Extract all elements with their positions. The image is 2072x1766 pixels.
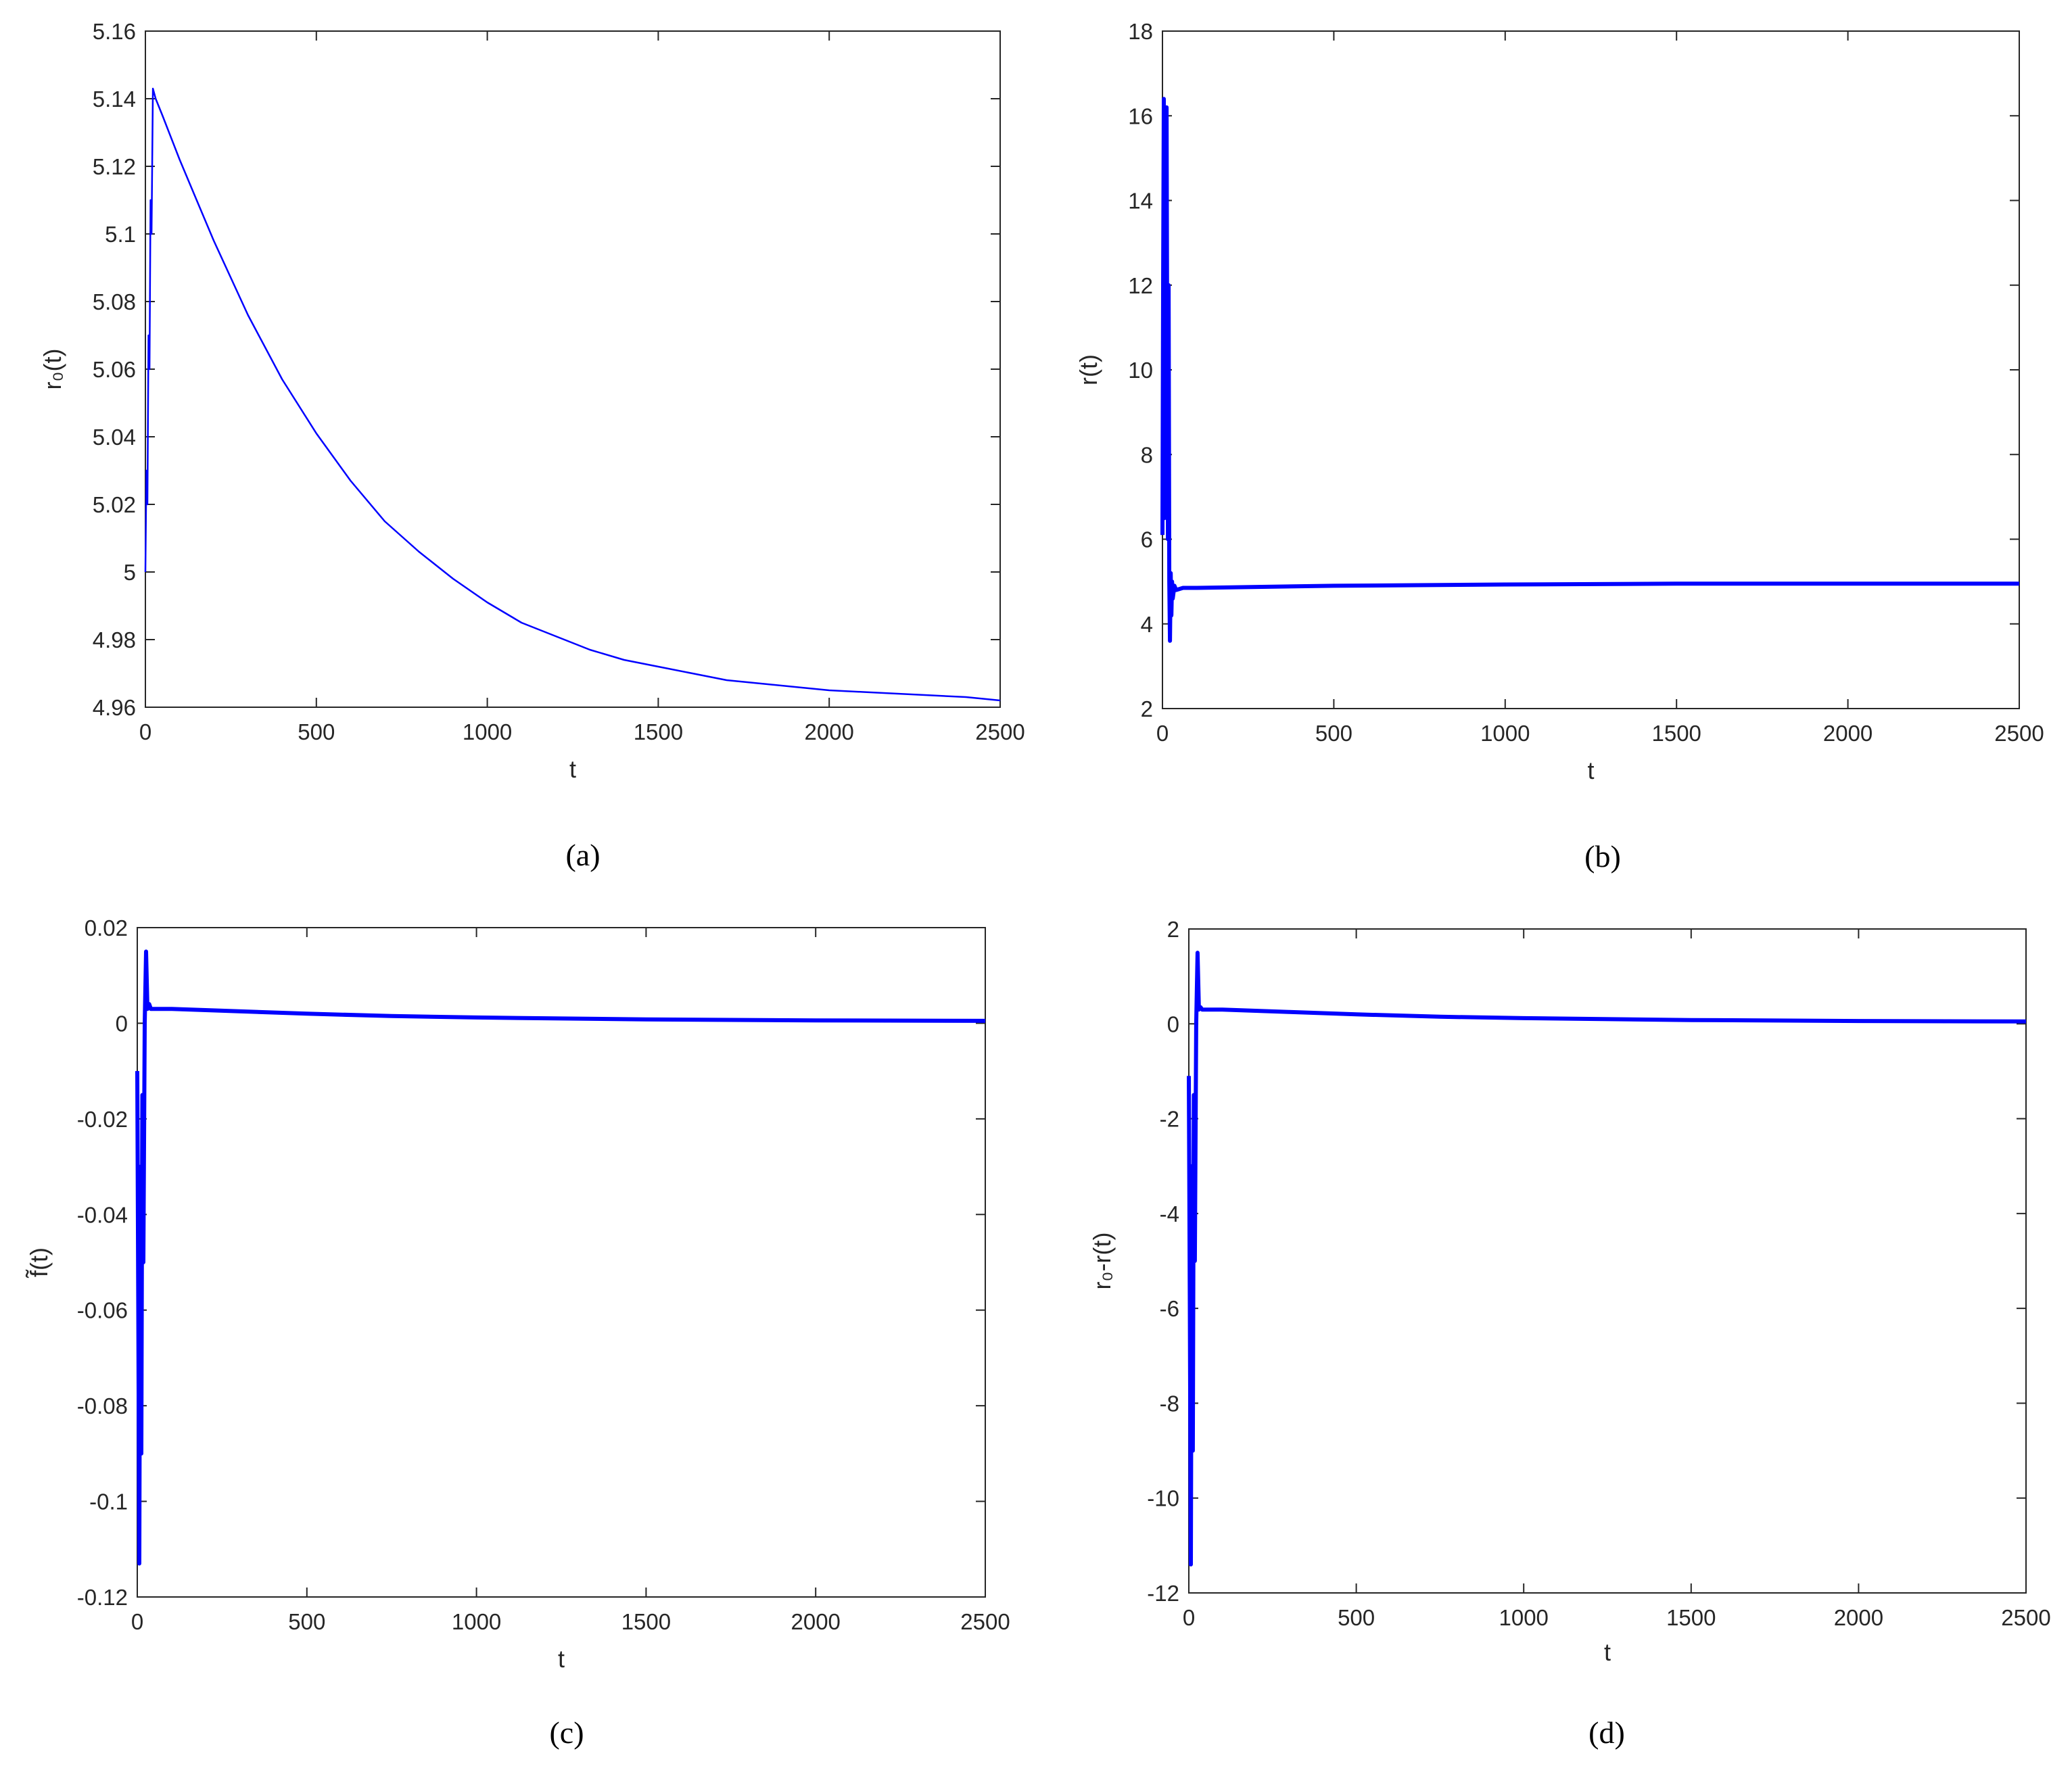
panel-caption-d: (d) xyxy=(1588,1715,1625,1750)
y-tick-label-d: -10 xyxy=(1147,1486,1179,1511)
y-tick-label-a: 5.16 xyxy=(93,19,136,44)
y-tick-label-a: 5.14 xyxy=(93,87,136,112)
y-tick-label-b: 16 xyxy=(1128,103,1153,128)
x-tick-label-a: 2500 xyxy=(975,719,1025,744)
y-axis-label-b: r(t) xyxy=(1075,354,1102,385)
x-tick-label-c: 0 xyxy=(131,1609,143,1634)
chart-panel-d: 0 500 1000 1500 2000 2500 -12 -10 -8 -6 -4 -2 0 2 t r₀-… xyxy=(1088,917,2051,1750)
y-tick-label-d: -8 xyxy=(1160,1391,1179,1416)
y-axis-label-c: f̃(t) xyxy=(25,1247,53,1279)
x-tick-label-a: 1500 xyxy=(634,719,683,744)
y-tick-label-a: 5 xyxy=(124,560,136,585)
panel-caption-a: (a) xyxy=(565,838,600,872)
x-tick-label-d: 2500 xyxy=(2001,1605,2050,1630)
y-tick-label-b: 14 xyxy=(1128,189,1153,214)
series-line-c-0 xyxy=(135,949,986,1566)
series-line-a-0 xyxy=(144,87,1001,702)
y-tick-label-b: 6 xyxy=(1141,527,1153,552)
y-tick-label-c: -0.12 xyxy=(77,1585,128,1610)
x-tick-label-d: 2000 xyxy=(1834,1605,1883,1630)
y-tick-label-a: 5.02 xyxy=(93,492,136,517)
x-tick-label-d: 500 xyxy=(1338,1605,1375,1630)
x-tick-label-b: 0 xyxy=(1156,721,1169,746)
x-tick-label-a: 1000 xyxy=(463,719,512,744)
x-tick-label-b: 2000 xyxy=(1823,721,1873,746)
y-tick-label-a: 4.98 xyxy=(93,627,136,652)
x-tick-label-d: 1500 xyxy=(1666,1605,1716,1630)
x-tick-label-d: 1000 xyxy=(1499,1605,1548,1630)
y-tick-label-c: -0.04 xyxy=(77,1202,128,1227)
y-tick-label-d: 0 xyxy=(1167,1011,1179,1036)
y-tick-label-a: 5.04 xyxy=(93,425,136,450)
x-tick-label-b: 1500 xyxy=(1651,721,1701,746)
y-axis-label-a: r₀(t) xyxy=(39,349,66,390)
y-tick-label-d: -2 xyxy=(1160,1107,1179,1132)
plot-frame-d xyxy=(1188,928,2027,1594)
y-tick-label-a: 4.96 xyxy=(93,695,136,720)
panel-caption-b: (b) xyxy=(1584,839,1621,874)
chart-panel-c: 0 500 1000 1500 2000 2500 -0.12 -0.1 -0.08 -0.06 -… xyxy=(25,915,1010,1750)
x-tick-label-a: 0 xyxy=(139,719,151,744)
x-tick-label-a: 500 xyxy=(298,719,335,744)
x-axis-label-a: t xyxy=(569,755,576,783)
y-tick-label-b: 8 xyxy=(1141,442,1153,467)
y-tick-label-a: 5.12 xyxy=(93,154,136,179)
series-line-b-0 xyxy=(1160,97,2019,643)
x-tick-label-c: 2000 xyxy=(791,1609,840,1634)
x-tick-label-b: 1000 xyxy=(1480,721,1530,746)
y-axis-label-d: r₀-r(t) xyxy=(1088,1233,1116,1290)
y-tick-label-c: -0.02 xyxy=(77,1107,128,1132)
y-tick-label-a: 5.06 xyxy=(93,357,136,382)
y-tick-label-b: 2 xyxy=(1141,696,1153,721)
y-tick-label-b: 4 xyxy=(1141,612,1153,637)
x-tick-label-b: 500 xyxy=(1315,721,1352,746)
x-tick-label-d: 0 xyxy=(1183,1605,1195,1630)
x-tick-label-a: 2000 xyxy=(804,719,853,744)
x-axis-label-d: t xyxy=(1604,1638,1611,1666)
y-tick-label-b: 18 xyxy=(1128,19,1153,44)
chart-panel-b: 0 500 1000 1500 2000 2500 2 4 6 8 10 12 14 16 18 t r(t) (… xyxy=(1075,19,2044,874)
x-tick-label-c: 500 xyxy=(288,1609,325,1634)
chart-panel-a: 0 500 1000 1500 2000 2500 4.96 4.98 5 5.02 5.04 5.0… xyxy=(39,19,1025,872)
plot-frame-b xyxy=(1162,30,2020,709)
y-tick-label-b: 12 xyxy=(1128,273,1153,298)
y-tick-label-d: -4 xyxy=(1160,1201,1179,1226)
series-line-d-0 xyxy=(1187,951,2027,1567)
y-tick-label-c: 0 xyxy=(116,1011,128,1036)
x-tick-label-c: 1500 xyxy=(621,1609,671,1634)
y-tick-label-c: -0.1 xyxy=(89,1489,128,1514)
x-axis-label-c: t xyxy=(558,1645,565,1673)
y-tick-label-d: -12 xyxy=(1147,1581,1179,1606)
y-tick-label-a: 5.1 xyxy=(105,222,136,247)
x-axis-label-b: t xyxy=(1587,757,1594,784)
y-tick-label-c: -0.08 xyxy=(77,1393,128,1418)
y-tick-label-d: 2 xyxy=(1167,917,1179,942)
y-tick-label-d: -6 xyxy=(1160,1296,1179,1321)
y-tick-label-a: 5.08 xyxy=(93,289,136,314)
y-tick-label-c: -0.06 xyxy=(77,1298,128,1323)
panel-caption-c: (c) xyxy=(549,1715,584,1750)
x-tick-label-c: 1000 xyxy=(452,1609,501,1634)
x-tick-label-c: 2500 xyxy=(960,1609,1010,1634)
y-tick-label-c: 0.02 xyxy=(85,915,128,940)
x-tick-label-b: 2500 xyxy=(1994,721,2044,746)
y-tick-label-b: 10 xyxy=(1128,358,1153,383)
plot-frame-a xyxy=(145,30,1001,708)
plot-frame-c xyxy=(137,927,986,1598)
